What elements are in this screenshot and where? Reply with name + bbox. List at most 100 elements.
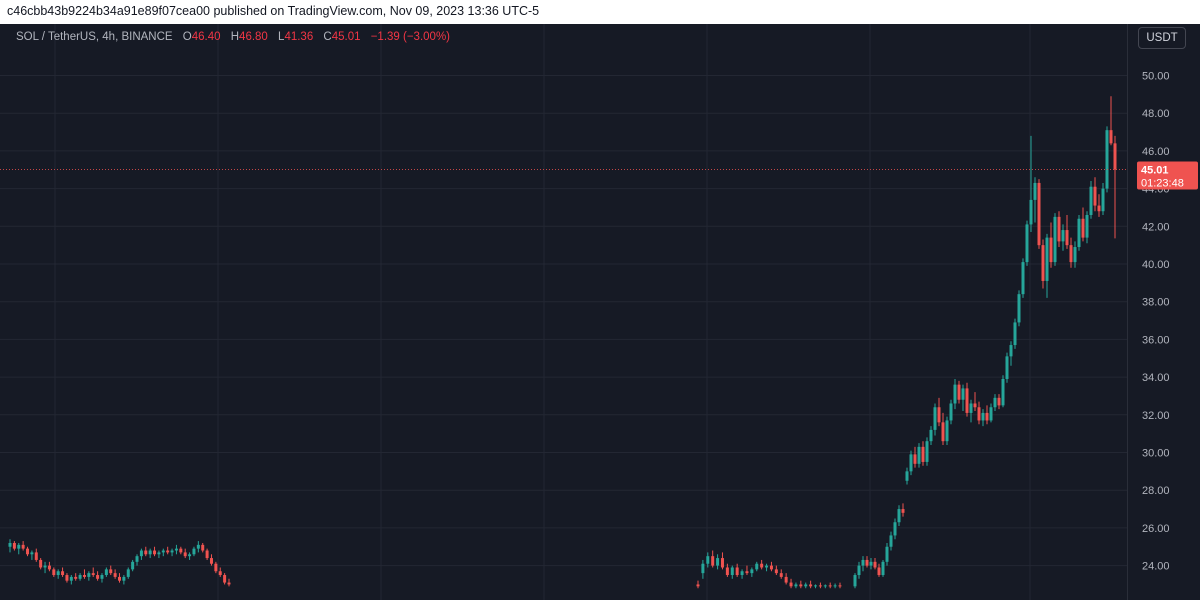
candle-body bbox=[1033, 182, 1037, 200]
candle-body bbox=[921, 446, 925, 462]
candle-body bbox=[205, 550, 209, 559]
candle-body bbox=[1109, 130, 1113, 144]
candle-body bbox=[69, 576, 73, 581]
candle-body bbox=[711, 556, 715, 566]
candle-body bbox=[1069, 245, 1073, 263]
candle-body bbox=[823, 585, 827, 587]
publish-header: c46cbb43b9224b34a91e89f07cea00 published… bbox=[0, 0, 1200, 24]
candle-body bbox=[917, 446, 921, 464]
candle-body bbox=[973, 403, 977, 408]
candle-body bbox=[104, 569, 108, 576]
candle-body bbox=[885, 546, 889, 562]
candle-body bbox=[1085, 214, 1089, 238]
candle-body bbox=[1097, 205, 1101, 212]
candle-body bbox=[1049, 237, 1053, 263]
candle-body bbox=[981, 412, 985, 421]
candle-body bbox=[865, 559, 869, 566]
candle-body bbox=[913, 454, 917, 464]
candle-body bbox=[209, 558, 213, 564]
candle-body bbox=[1057, 216, 1061, 242]
candle-body bbox=[889, 535, 893, 547]
candle-body bbox=[989, 407, 993, 421]
candle-body bbox=[933, 407, 937, 430]
candle-body bbox=[965, 388, 969, 413]
candle-body bbox=[157, 552, 161, 555]
candle-body bbox=[779, 573, 783, 577]
candle-body bbox=[760, 563, 764, 568]
close-value: 45.01 bbox=[331, 31, 361, 43]
candle-body bbox=[993, 397, 997, 408]
bar-countdown-timer: 01:23:48 bbox=[1141, 178, 1184, 190]
candle-body bbox=[26, 548, 30, 555]
candle-body bbox=[1105, 130, 1109, 189]
candle-body bbox=[730, 567, 734, 576]
candle-body bbox=[857, 565, 861, 576]
candle-body bbox=[696, 584, 700, 587]
candle-body bbox=[784, 576, 788, 583]
candle-body bbox=[799, 584, 803, 587]
candle-body bbox=[909, 454, 913, 472]
candle-body bbox=[1061, 230, 1065, 242]
last-price-tag bbox=[1137, 161, 1198, 190]
candle-body bbox=[21, 544, 25, 549]
candle-body bbox=[1009, 345, 1013, 357]
y-axis-tick-label: 48.00 bbox=[1142, 108, 1170, 120]
candle-body bbox=[1025, 224, 1029, 263]
candle-body bbox=[227, 582, 231, 585]
chart-pane[interactable] bbox=[0, 24, 1200, 600]
candle-body bbox=[1065, 230, 1069, 246]
candle-body bbox=[985, 412, 989, 421]
candle-body bbox=[74, 576, 78, 579]
candle-body bbox=[818, 585, 822, 587]
candle-body bbox=[957, 384, 961, 400]
open-value: 46.40 bbox=[191, 31, 221, 43]
candle-body bbox=[701, 563, 705, 574]
symbol-info[interactable]: SOL / TetherUS, 4h, BINANCE bbox=[16, 31, 173, 43]
candle-body bbox=[789, 582, 793, 587]
candle-body bbox=[774, 569, 778, 574]
candle-body bbox=[1021, 262, 1025, 295]
candle-body bbox=[91, 573, 95, 576]
candle-body bbox=[153, 550, 157, 555]
candle-body bbox=[961, 388, 965, 400]
candle-body bbox=[166, 550, 170, 553]
candle-body bbox=[179, 548, 183, 553]
candle-body bbox=[1017, 294, 1021, 323]
candle-body bbox=[78, 575, 82, 579]
open-label: O bbox=[182, 31, 192, 43]
candle-body bbox=[1101, 188, 1105, 212]
candle-body bbox=[183, 552, 187, 557]
y-axis-tick-label: 24.00 bbox=[1142, 561, 1170, 573]
y-axis-tick-label: 26.00 bbox=[1142, 523, 1170, 535]
candle-body bbox=[214, 563, 218, 572]
candle-body bbox=[901, 509, 905, 513]
candle-body bbox=[735, 567, 739, 576]
candle-body bbox=[87, 573, 91, 577]
candle-body bbox=[794, 584, 798, 587]
candle-body bbox=[17, 544, 21, 549]
y-axis-tick-label: 32.00 bbox=[1142, 410, 1170, 422]
currency-unit-button[interactable]: USDT bbox=[1138, 27, 1186, 49]
candle-body bbox=[135, 556, 139, 562]
candle-body bbox=[750, 569, 754, 574]
candle-body bbox=[853, 575, 857, 587]
candle-body bbox=[56, 571, 60, 576]
low-value: 41.36 bbox=[284, 31, 314, 43]
y-axis-tick-label: 38.00 bbox=[1142, 297, 1170, 309]
candle-body bbox=[196, 544, 200, 549]
last-price-value: 45.01 bbox=[1141, 165, 1169, 177]
candle-body bbox=[161, 550, 165, 553]
candle-body bbox=[8, 542, 12, 547]
candle-body bbox=[223, 575, 227, 583]
candle-body bbox=[745, 571, 749, 574]
candle-body bbox=[192, 548, 196, 555]
candle-body bbox=[122, 576, 126, 581]
y-axis-tick-label: 36.00 bbox=[1142, 334, 1170, 346]
candle-body bbox=[716, 558, 720, 566]
candle-body bbox=[1089, 186, 1093, 215]
candle-body bbox=[139, 550, 143, 557]
candlestick-chart[interactable]: 24.00 26.00 28.00 30.00 32.00 34.00 36.00 38.00… bbox=[0, 24, 1200, 600]
candle-body bbox=[1029, 199, 1033, 225]
candle-body bbox=[949, 403, 953, 421]
candle-body bbox=[1001, 378, 1005, 406]
